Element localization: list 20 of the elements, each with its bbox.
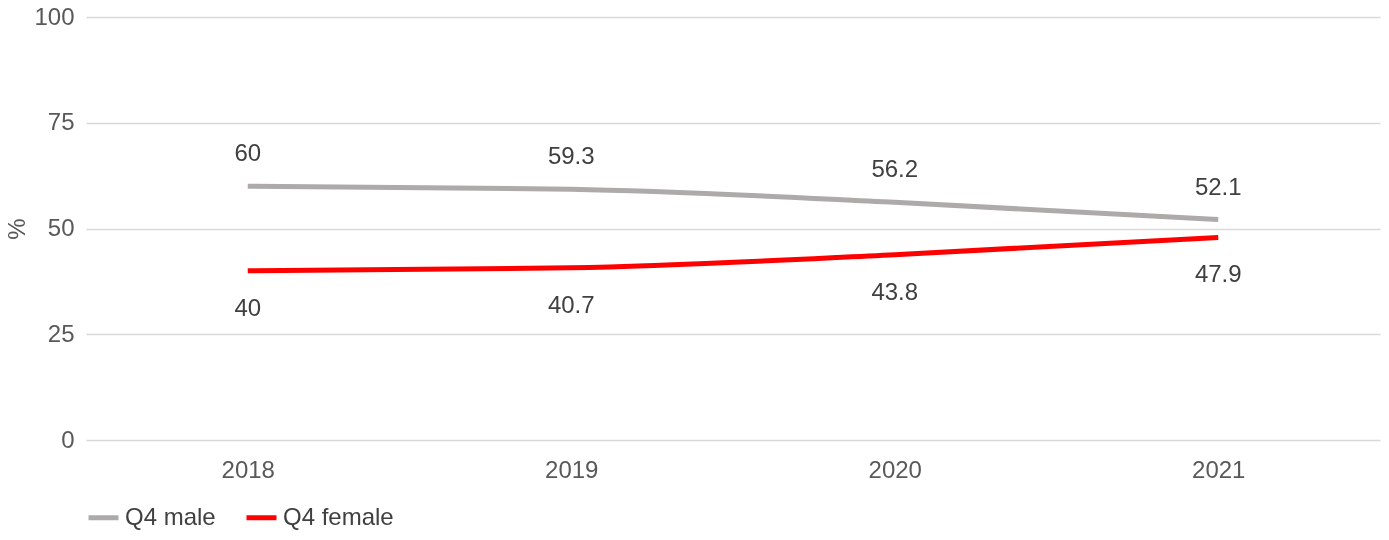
y-tick-label: 100 [34,2,75,30]
y-tick-label: 25 [47,319,75,347]
data-label: 60 [234,139,262,167]
x-tick-label: 2019 [545,455,599,483]
y-tick-label: 75 [47,108,75,136]
data-label: 43.8 [871,277,919,305]
data-label: 59.3 [547,142,595,170]
y-tick-label: 0 [61,425,75,453]
data-label: 52.1 [1194,172,1242,200]
data-label: 56.2 [871,155,919,183]
legend-label: Q4 female [283,502,394,530]
x-tick-label: 2018 [221,455,275,483]
y-axis-title: % [3,218,31,240]
data-label: 47.9 [1194,260,1242,288]
y-tick-label: 50 [47,214,75,241]
data-label: 40.7 [547,290,595,318]
x-tick-label: 2021 [1192,455,1246,483]
x-tick-label: 2020 [868,455,922,483]
legend-label: Q4 male [125,502,216,530]
data-label: 40 [234,293,262,321]
